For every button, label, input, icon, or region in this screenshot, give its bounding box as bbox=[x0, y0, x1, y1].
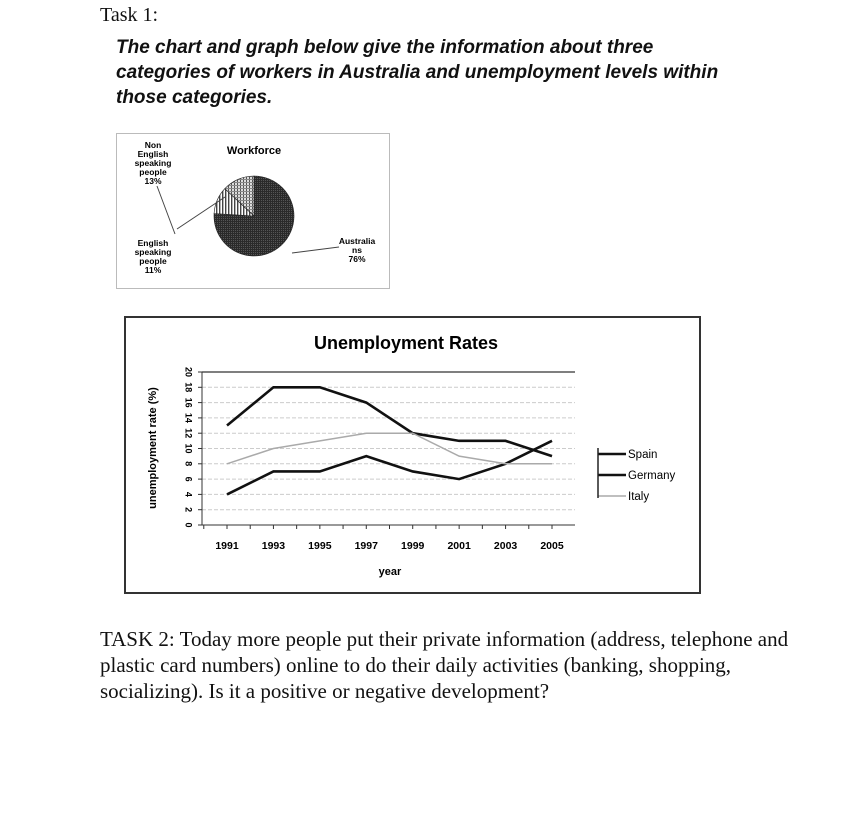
x-tick-label: 1991 bbox=[215, 540, 239, 552]
x-tick-label: 1999 bbox=[401, 540, 425, 552]
y-tick-label: 4 bbox=[184, 492, 194, 497]
pie-label-line: English bbox=[138, 149, 169, 159]
x-tick-label: 2003 bbox=[494, 540, 518, 552]
task1-heading: The chart and graph below give the infor… bbox=[116, 37, 719, 108]
pie-label-line: ns bbox=[352, 245, 362, 255]
pie-leader-line bbox=[176, 196, 226, 230]
x-axis-label: year bbox=[379, 566, 402, 578]
pie-label-line: 76% bbox=[348, 254, 365, 264]
chart-title: Unemployment Rates bbox=[314, 333, 498, 353]
pie-label-line: English bbox=[138, 238, 169, 248]
pie-label-line: speaking bbox=[135, 158, 172, 168]
task1-label: Task 1: bbox=[100, 4, 159, 26]
series-line-italy bbox=[226, 432, 552, 465]
pie-leader-line bbox=[156, 185, 176, 235]
y-axis-label: unemployment rate (%) bbox=[147, 387, 159, 509]
pie-label-line: people bbox=[139, 256, 167, 266]
pie-label: English speaking people 11% bbox=[135, 238, 172, 275]
pie-label-line: 11% bbox=[145, 265, 162, 275]
y-tick-label: 0 bbox=[184, 522, 194, 527]
y-tick-label: 6 bbox=[184, 477, 194, 482]
y-tick-label: 14 bbox=[184, 413, 194, 423]
x-tick-label: 1993 bbox=[262, 540, 286, 552]
y-tick-label: 20 bbox=[184, 367, 194, 377]
y-tick-label: 2 bbox=[184, 507, 194, 512]
series-line-spain bbox=[226, 386, 553, 458]
x-tick-label: 2001 bbox=[447, 540, 471, 552]
pie-slice bbox=[224, 175, 255, 217]
legend-label: Italy bbox=[628, 491, 649, 503]
y-tick-label: 10 bbox=[184, 443, 194, 453]
unemployment-line-chart: Unemployment Rates 0 2 4 6 8 10 12 14 16 18 20 1991 1… bbox=[124, 316, 701, 594]
x-tick-label: 2005 bbox=[540, 540, 564, 552]
legend-label: Germany bbox=[628, 470, 676, 482]
y-tick-label: 12 bbox=[184, 428, 194, 438]
series-line-germany bbox=[226, 439, 553, 496]
pie-label: Non English speaking people 13% bbox=[135, 140, 172, 186]
y-tick-label: 18 bbox=[184, 382, 194, 392]
x-tick-label: 1997 bbox=[355, 540, 379, 552]
pie-label-line: speaking bbox=[135, 247, 172, 257]
pie-label-line: Australia bbox=[339, 236, 376, 246]
legend-label: Spain bbox=[628, 449, 657, 461]
line-svg: Unemployment Rates 0 2 4 6 8 10 12 14 16 18 20 1991 1… bbox=[147, 333, 676, 578]
pie-title: Workforce bbox=[227, 145, 281, 157]
pie-label-line: people bbox=[139, 167, 167, 177]
pie-label-line: Non bbox=[145, 140, 162, 150]
pie-leader-line bbox=[291, 246, 340, 254]
task2-text: TASK 2: Today more people put their priv… bbox=[100, 627, 789, 703]
y-tick-label: 8 bbox=[184, 461, 194, 466]
workforce-pie-chart: Workforce Australia ns 76% English speaking pe… bbox=[116, 133, 390, 289]
y-tick-label: 16 bbox=[184, 398, 194, 408]
pie-label-line: 13% bbox=[144, 176, 161, 186]
x-tick-label: 1995 bbox=[308, 540, 332, 552]
pie-label: Australia ns 76% bbox=[339, 236, 376, 264]
